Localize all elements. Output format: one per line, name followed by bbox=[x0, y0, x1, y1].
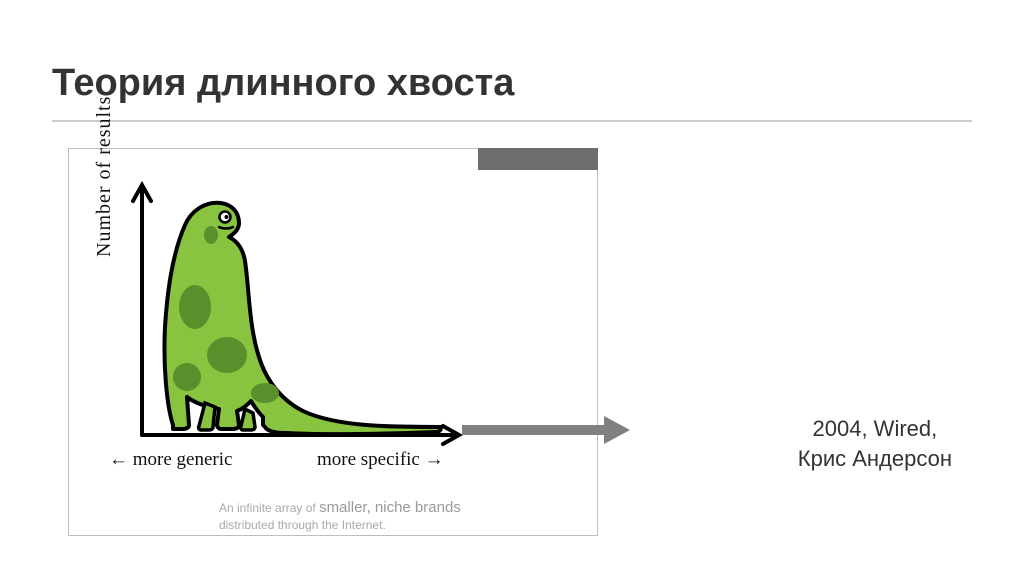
sub-caption-suffix: distributed through the Internet. bbox=[219, 518, 386, 532]
title-rule bbox=[52, 120, 972, 122]
x-left-label: ← more generic bbox=[109, 449, 232, 471]
sub-caption: An infinite array of smaller, niche bran… bbox=[219, 499, 589, 533]
x-right-label: more specific → bbox=[317, 449, 444, 471]
sub-caption-prefix: An infinite array of bbox=[219, 501, 319, 515]
attribution-line2: Крис Андерсон bbox=[798, 446, 952, 471]
attribution: 2004, Wired, Крис Андерсон bbox=[798, 414, 952, 473]
page-title: Теория длинного хвоста bbox=[52, 62, 514, 105]
continuation-arrow-icon bbox=[462, 412, 632, 448]
sub-caption-em: smaller, niche brands bbox=[319, 499, 461, 516]
dinosaur-icon bbox=[164, 203, 441, 434]
attribution-line1: 2004, Wired, bbox=[813, 416, 938, 441]
grey-corner-bar bbox=[478, 148, 598, 170]
slide: Теория длинного хвоста Number of results bbox=[0, 0, 1024, 574]
chart-container: Number of results bbox=[68, 148, 598, 536]
